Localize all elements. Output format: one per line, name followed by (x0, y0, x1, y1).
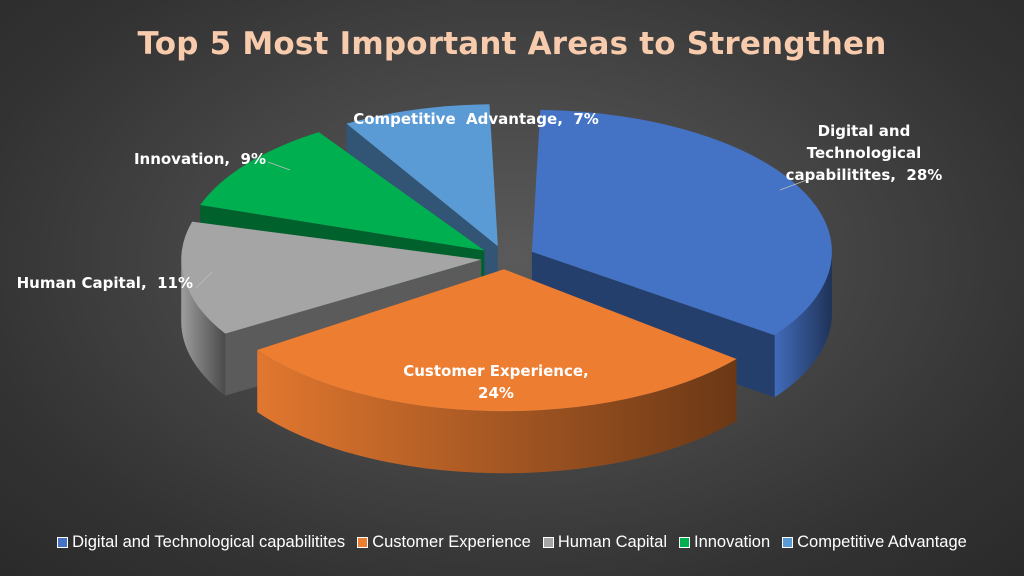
customer-experience-slice-side (257, 349, 737, 474)
human-capital-data-label: Human Capital, 11% (17, 274, 193, 292)
legend-label: Customer Experience (372, 533, 531, 551)
digital-and-technological-capabilitites-data-label: Digital and Technological capabilitites, 2… (786, 122, 943, 184)
innovation-slice (200, 132, 485, 251)
slice-tops (181, 104, 832, 412)
human-capital-slice (181, 221, 482, 334)
legend-item-innovation: Innovation (678, 533, 771, 552)
legend-swatch (542, 537, 554, 548)
digital-and-technological-capabilitites-leader-line (779, 177, 813, 191)
legend: Digital and Technological capabilitites C… (0, 533, 1024, 552)
legend-item-digital-and-technological-capabilitites: Digital and Technological capabilitites (57, 533, 345, 552)
competitive-advantage-data-label: Competitive Advantage, 7% (353, 110, 599, 128)
digital-and-technological-capabilitites-slice (531, 109, 832, 336)
data-labels: Digital and Technological capabilitites, 2… (17, 110, 943, 402)
innovation-leader-line (267, 161, 291, 171)
legend-label: Innovation (693, 533, 771, 551)
digital-and-technological-capabilitites-slice-side (774, 251, 832, 398)
legend-label: Competitive Advantage (797, 533, 967, 551)
leader-lines (195, 161, 813, 289)
legend-item-competitive-advantage: Competitive Advantage (782, 533, 967, 552)
customer-experience-data-label: Customer Experience, 24% (403, 362, 589, 402)
customer-experience-slice (257, 269, 737, 412)
chart-title: Top 5 Most Important Areas to Strengthen (137, 26, 887, 62)
human-capital-slice-side (181, 259, 226, 396)
legend-swatch (782, 537, 794, 548)
legend-label: Human Capital (557, 533, 667, 551)
legend-swatch (678, 537, 690, 548)
innovation-data-label: Innovation, 9% (134, 150, 266, 168)
legend-item-human-capital: Human Capital (542, 533, 667, 552)
legend-label: Digital and Technological capabilitites (72, 533, 346, 551)
competitive-advantage-slice (346, 104, 498, 247)
legend-item-customer-experience: Customer Experience (357, 533, 531, 552)
human-capital-leader-line (195, 271, 213, 289)
legend-swatch (57, 537, 69, 548)
legend-swatch (357, 537, 369, 548)
